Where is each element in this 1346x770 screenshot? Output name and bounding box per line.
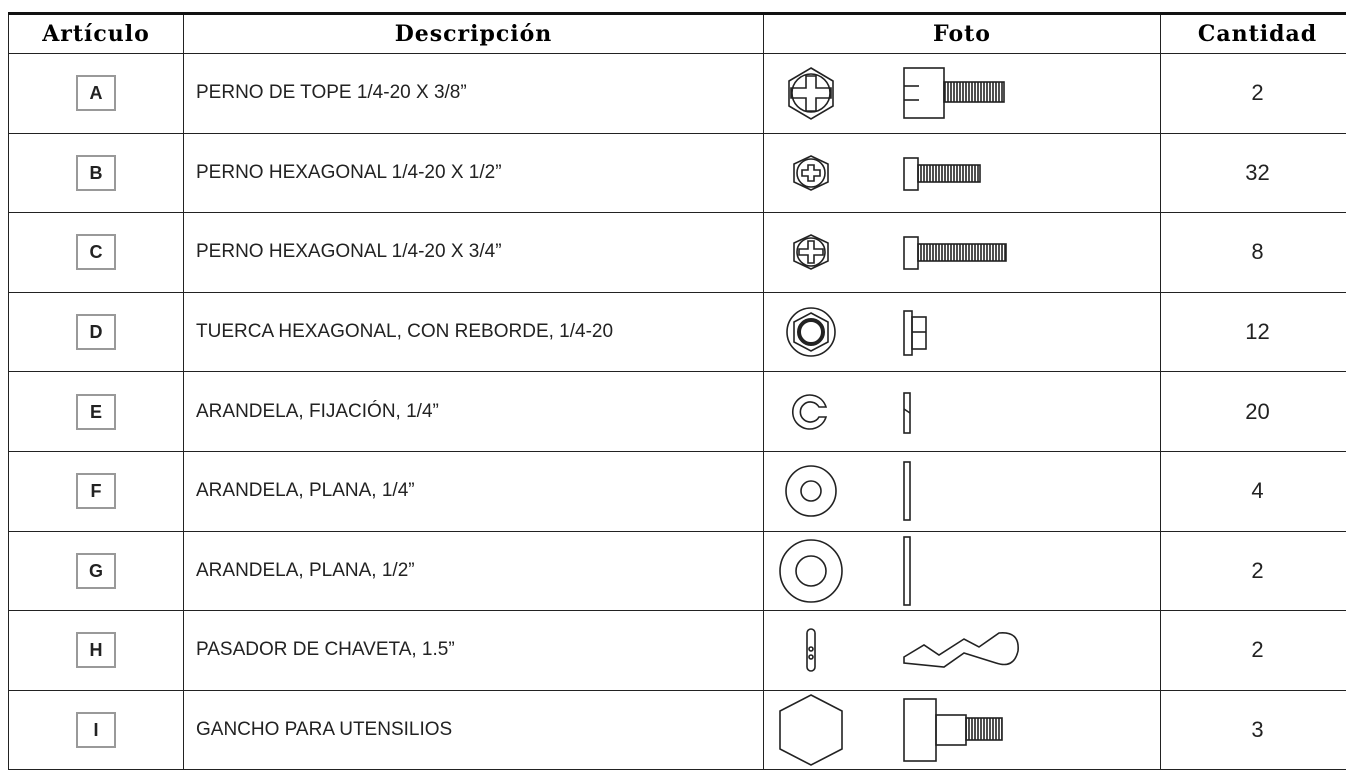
table-row: D TUERCA HEXAGONAL, CON REBORDE, 1/4-20 12: [9, 292, 1346, 372]
icon: [764, 134, 1161, 212]
description: GANCHO PARA UTENSILIOS: [184, 690, 764, 770]
icon: [764, 293, 1161, 371]
photo-cell: [764, 133, 1161, 213]
table-row: F ARANDELA, PLANA, 1/4” 4: [9, 451, 1346, 531]
header-cell: Artículo: [9, 14, 184, 54]
item-cell: E: [9, 372, 184, 452]
table-row: G ARANDELA, PLANA, 1/2” 2: [9, 531, 1346, 611]
photo-cell: [764, 690, 1161, 770]
photo-cell: [764, 451, 1161, 531]
table-row: B PERNO HEXAGONAL 1/4-20 X 1/2” 32: [9, 133, 1346, 213]
table-row: H PASADOR DE CHAVETA, 1.5” 2: [9, 611, 1346, 691]
item-letter: B: [76, 155, 116, 191]
description: TUERCA HEXAGONAL, CON REBORDE, 1/4-20: [184, 292, 764, 372]
header-cell: Foto: [764, 14, 1161, 54]
description: ARANDELA, FIJACIÓN, 1/4”: [184, 372, 764, 452]
item-cell: F: [9, 451, 184, 531]
table-row: E ARANDELA, FIJACIÓN, 1/4” 20: [9, 372, 1346, 452]
item-letter: D: [76, 314, 116, 350]
item-cell: A: [9, 54, 184, 134]
description: ARANDELA, PLANA, 1/4”: [184, 451, 764, 531]
quantity: 4: [1161, 451, 1346, 531]
item-letter: E: [76, 394, 116, 430]
item-cell: B: [9, 133, 184, 213]
icon: [764, 54, 1161, 132]
item-cell: D: [9, 292, 184, 372]
photo-cell: [764, 213, 1161, 293]
photo-cell: [764, 372, 1161, 452]
description: PERNO HEXAGONAL 1/4-20 X 1/2”: [184, 133, 764, 213]
parts-table: Artículo Descripción Foto Cantidad A PERN…: [8, 12, 1346, 770]
item-letter: I: [76, 712, 116, 748]
item-letter: G: [76, 553, 116, 589]
quantity: 12: [1161, 292, 1346, 372]
header-cell: Descripción: [184, 14, 764, 54]
table-row: I GANCHO PARA UTENSILIOS 3: [9, 690, 1346, 770]
item-cell: C: [9, 213, 184, 293]
table-row: C PERNO HEXAGONAL 1/4-20 X 3/4” 8: [9, 213, 1346, 293]
icon: [764, 452, 1161, 530]
quantity: 2: [1161, 54, 1346, 134]
quantity: 2: [1161, 611, 1346, 691]
item-cell: G: [9, 531, 184, 611]
description: ARANDELA, PLANA, 1/2”: [184, 531, 764, 611]
icon: [764, 213, 1161, 291]
icon: [764, 373, 1161, 451]
quantity: 3: [1161, 690, 1346, 770]
icon: [764, 532, 1161, 610]
icon: [764, 691, 1161, 769]
description: PERNO HEXAGONAL 1/4-20 X 3/4”: [184, 213, 764, 293]
icon: [764, 611, 1161, 689]
item-letter: H: [76, 632, 116, 668]
table-body: A PERNO DE TOPE 1/4-20 X 3/8” 2 B PERNO HEXA…: [9, 54, 1346, 770]
quantity: 32: [1161, 133, 1346, 213]
quantity: 20: [1161, 372, 1346, 452]
photo-cell: [764, 292, 1161, 372]
item-letter: F: [76, 473, 116, 509]
photo-cell: [764, 531, 1161, 611]
item-letter: C: [76, 234, 116, 270]
header-cell: Cantidad: [1161, 14, 1346, 54]
item-cell: I: [9, 690, 184, 770]
item-letter: A: [76, 75, 116, 111]
description: PERNO DE TOPE 1/4-20 X 3/8”: [184, 54, 764, 134]
quantity: 2: [1161, 531, 1346, 611]
header-row: Artículo Descripción Foto Cantidad: [9, 14, 1346, 54]
photo-cell: [764, 611, 1161, 691]
quantity: 8: [1161, 213, 1346, 293]
photo-cell: [764, 54, 1161, 134]
table-row: A PERNO DE TOPE 1/4-20 X 3/8” 2: [9, 54, 1346, 134]
item-cell: H: [9, 611, 184, 691]
description: PASADOR DE CHAVETA, 1.5”: [184, 611, 764, 691]
